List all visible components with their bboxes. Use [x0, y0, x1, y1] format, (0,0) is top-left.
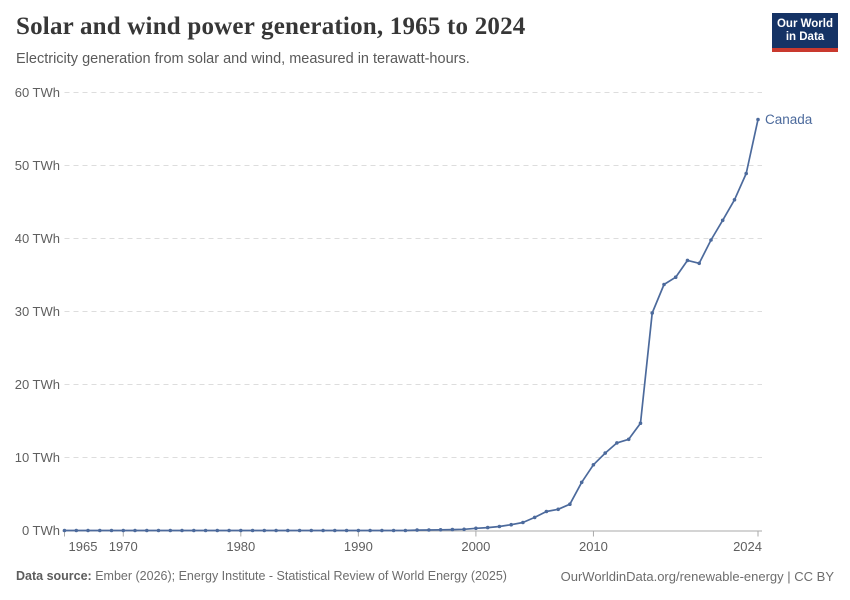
data-point[interactable] — [438, 528, 443, 532]
data-point[interactable] — [262, 528, 267, 533]
data-point[interactable] — [603, 451, 607, 455]
y-tick-label: 40 TWh — [15, 231, 60, 246]
data-point[interactable] — [685, 258, 690, 263]
data-point[interactable] — [333, 528, 337, 533]
owid-logo-line2: in Data — [785, 31, 825, 43]
data-point[interactable] — [532, 515, 537, 520]
data-point[interactable] — [650, 311, 654, 315]
data-source: Data source: Ember (2026); Energy Instit… — [16, 569, 507, 583]
data-point[interactable] — [462, 527, 466, 532]
x-tick-label: 1970 — [109, 539, 138, 554]
data-point[interactable] — [662, 282, 666, 287]
data-point[interactable] — [673, 275, 678, 280]
data-point[interactable] — [756, 117, 760, 122]
y-tick-label: 20 TWh — [15, 377, 60, 392]
data-point[interactable] — [321, 528, 325, 533]
data-point[interactable] — [615, 441, 619, 445]
data-point[interactable] — [427, 528, 431, 532]
series-end-label[interactable]: Canada — [765, 112, 813, 127]
data-point[interactable] — [626, 437, 631, 442]
x-tick-label: 1990 — [344, 539, 373, 554]
data-point[interactable] — [145, 528, 149, 533]
data-point[interactable] — [250, 528, 255, 533]
x-tick-label: 1980 — [226, 539, 255, 554]
data-point[interactable] — [62, 528, 67, 533]
data-source-text: Ember (2026); Energy Institute - Statist… — [95, 569, 507, 583]
series-line-canada[interactable] — [63, 118, 759, 532]
data-point[interactable] — [391, 528, 396, 533]
data-point[interactable] — [497, 524, 502, 529]
data-point[interactable] — [356, 528, 361, 533]
data-point[interactable] — [274, 528, 278, 533]
data-point[interactable] — [521, 520, 525, 525]
data-point[interactable] — [286, 528, 290, 533]
data-point[interactable] — [203, 528, 208, 533]
data-point[interactable] — [344, 528, 349, 533]
data-point[interactable] — [697, 261, 701, 266]
data-point[interactable] — [638, 421, 643, 426]
x-tick-label: 2010 — [579, 539, 608, 554]
data-point[interactable] — [297, 528, 302, 533]
data-point[interactable] — [744, 171, 748, 176]
data-point[interactable] — [556, 507, 560, 512]
data-point[interactable] — [709, 238, 713, 242]
data-point[interactable] — [720, 218, 725, 223]
data-point[interactable] — [474, 526, 478, 531]
data-point[interactable] — [180, 528, 184, 533]
y-tick-label: 60 TWh — [15, 85, 60, 100]
owid-logo-box: Our World in Data — [772, 13, 838, 48]
data-point[interactable] — [415, 528, 419, 532]
data-point[interactable] — [168, 528, 173, 533]
data-source-label: Data source: — [16, 569, 92, 583]
data-point[interactable] — [509, 522, 513, 527]
y-tick-label: 10 TWh — [15, 450, 60, 465]
data-point[interactable] — [591, 463, 596, 467]
data-point[interactable] — [403, 528, 408, 533]
data-point[interactable] — [227, 528, 231, 533]
data-point[interactable] — [109, 528, 114, 533]
data-point[interactable] — [74, 528, 79, 533]
data-point[interactable] — [86, 528, 90, 533]
data-point[interactable] — [215, 528, 220, 533]
data-point[interactable] — [192, 528, 196, 533]
data-point[interactable] — [450, 527, 455, 532]
x-tick-label: 2024 — [733, 539, 762, 554]
footer-link[interactable]: OurWorldinData.org/renewable-energy | CC… — [560, 569, 834, 584]
data-point[interactable] — [98, 528, 102, 533]
data-point[interactable] — [239, 528, 243, 533]
data-point[interactable] — [309, 528, 314, 533]
data-point[interactable] — [368, 528, 372, 533]
data-point[interactable] — [579, 480, 584, 485]
data-point[interactable] — [568, 502, 572, 507]
data-point[interactable] — [485, 525, 490, 530]
data-point[interactable] — [121, 528, 126, 533]
y-tick-label: 0 TWh — [22, 523, 60, 538]
owid-logo-accent-bar — [772, 48, 838, 52]
data-point[interactable] — [380, 528, 384, 533]
owid-logo-line1: Our World — [776, 18, 833, 30]
data-point[interactable] — [133, 528, 137, 533]
chart-subtitle: Electricity generation from solar and wi… — [16, 51, 470, 67]
owid-logo: Our World in Data — [772, 13, 838, 52]
data-point[interactable] — [732, 198, 737, 202]
data-point[interactable] — [156, 528, 161, 533]
x-tick-label: 2000 — [461, 539, 490, 554]
x-tick-label: 1965 — [69, 539, 98, 554]
page-title: Solar and wind power generation, 1965 to… — [16, 13, 526, 40]
data-point[interactable] — [544, 509, 549, 514]
y-tick-label: 50 TWh — [15, 158, 60, 173]
y-tick-label: 30 TWh — [15, 304, 60, 319]
